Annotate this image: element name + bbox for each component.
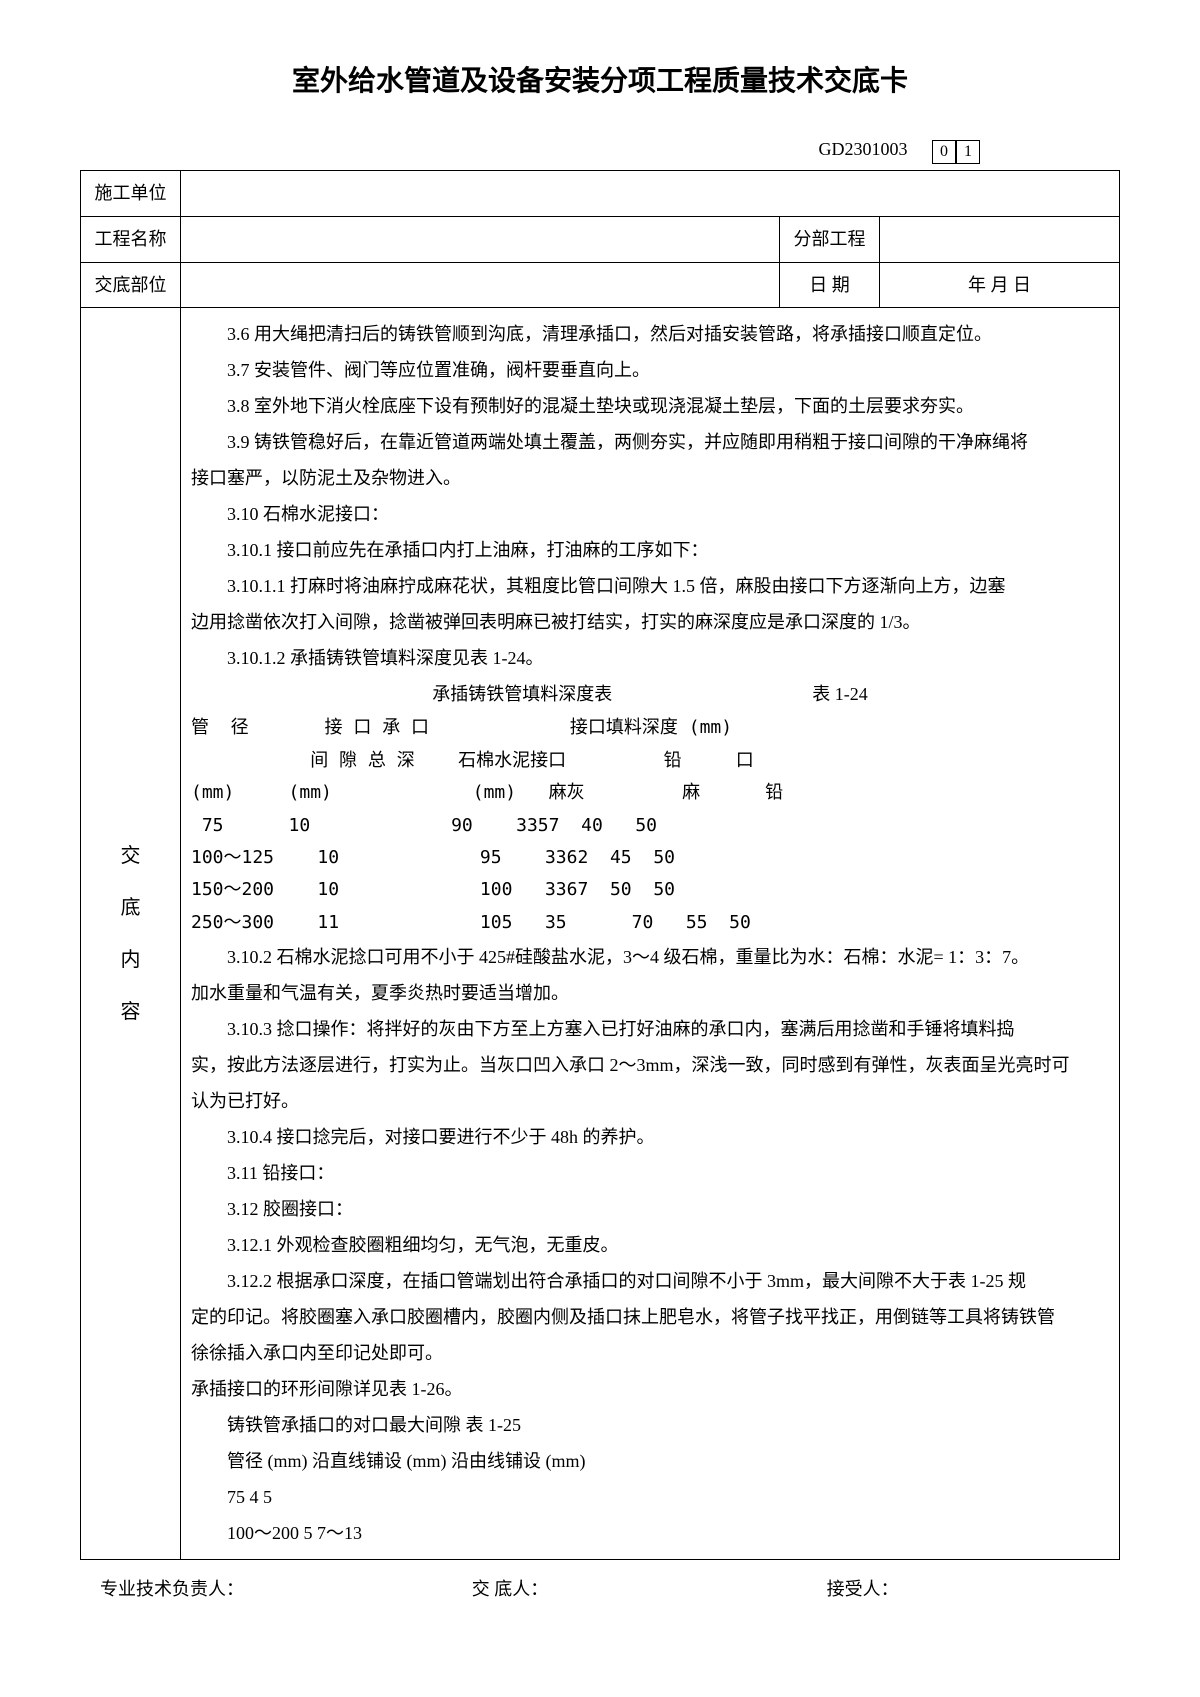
content-sidebar: 交 底 内 容 [81,308,181,1560]
table1-title-row: 承插铸铁管填料深度表 表 1-24 [191,676,1109,712]
sidebar-char-1: 底 [91,892,170,924]
footer-row: 专业技术负责人： 交 底人： 接受人： [80,1575,1120,1604]
footer-tech-lead: 专业技术负责人： [100,1575,373,1604]
main-table: 施工单位 工程名称 分部工程 交底部位 日 期 年 月 日 交 底 内 容 3.… [80,170,1120,1560]
position-label: 交底部位 [81,262,181,308]
project-value [181,216,780,262]
footer-receiver: 接受人： [647,1575,1100,1604]
unit-label: 施工单位 [81,171,181,217]
doc-code: GD2301003 [819,135,908,164]
sidebar-char-0: 交 [91,840,170,872]
unit-value [181,171,1120,217]
page-box-0: 0 [932,140,956,164]
table1-title: 承插铸铁管填料深度表 [432,684,612,704]
date-label: 日 期 [780,262,880,308]
position-value [181,262,780,308]
page-indicator: 01 [932,136,980,165]
subproject-value [880,216,1120,262]
page-title: 室外给水管道及设备安装分项工程质量技术交底卡 [80,60,1120,105]
project-label: 工程名称 [81,216,181,262]
sidebar-char-2: 内 [91,944,170,976]
table1-ref: 表 1-24 [812,676,868,712]
date-value: 年 月 日 [880,262,1120,308]
sidebar-char-3: 容 [91,996,170,1028]
doc-code-row: GD2301003 01 [80,135,1120,165]
footer-disclose: 交 底人： [373,1575,646,1604]
subproject-label: 分部工程 [780,216,880,262]
content-cell: 3.6 用大绳把清扫后的铸铁管顺到沟底，清理承插口，然后对插安装管路，将承插接口… [181,308,1120,1560]
page-box-1: 1 [956,140,980,164]
